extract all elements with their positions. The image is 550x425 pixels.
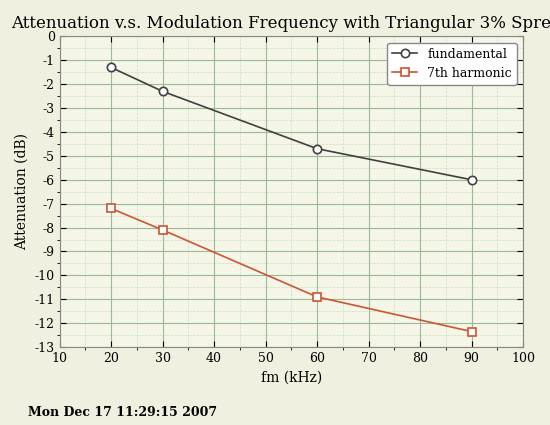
X-axis label: fm (kHz): fm (kHz) xyxy=(261,371,322,385)
fundamental xyxy=(468,177,475,182)
7th harmonic xyxy=(468,329,475,334)
fundamental xyxy=(160,89,166,94)
Y-axis label: Attenuation (dB): Attenuation (dB) xyxy=(15,133,29,250)
7th harmonic xyxy=(108,206,114,211)
Line: fundamental: fundamental xyxy=(107,63,476,184)
7th harmonic xyxy=(314,295,320,300)
Title: Attenuation v.s. Modulation Frequency with Triangular 3% Spread: Attenuation v.s. Modulation Frequency wi… xyxy=(11,15,550,32)
Legend: fundamental, 7th harmonic: fundamental, 7th harmonic xyxy=(387,42,517,85)
Line: 7th harmonic: 7th harmonic xyxy=(107,204,476,336)
Text: Mon Dec 17 11:29:15 2007: Mon Dec 17 11:29:15 2007 xyxy=(28,405,217,419)
fundamental xyxy=(108,65,114,70)
fundamental xyxy=(314,146,320,151)
7th harmonic xyxy=(160,227,166,232)
